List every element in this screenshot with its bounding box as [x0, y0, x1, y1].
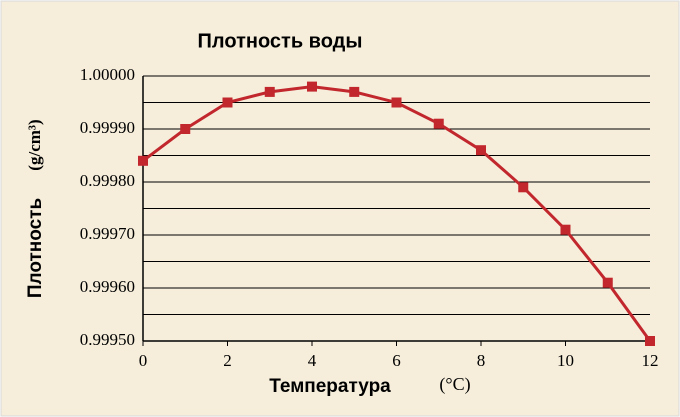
x-tick-label: 4	[308, 351, 317, 370]
data-point	[518, 182, 529, 193]
y-axis-title: Плотность (g/cm³)	[25, 119, 46, 298]
x-tick-label: 8	[477, 351, 486, 370]
x-tick-label: 12	[642, 351, 659, 370]
x-tick-label: 0	[139, 351, 148, 370]
data-point	[138, 155, 148, 166]
data-point	[602, 277, 613, 288]
y-tick-label: 0.99960	[80, 277, 135, 296]
data-point	[264, 86, 275, 97]
x-tick-label: 2	[223, 351, 232, 370]
data-point	[222, 97, 233, 108]
y-tick-label: 1.00000	[80, 65, 135, 84]
data-point	[307, 81, 317, 92]
data-point	[180, 124, 191, 134]
y-tick-label: 0.99980	[80, 171, 135, 190]
data-point	[476, 145, 486, 156]
y-tick-label: 0.99970	[80, 224, 135, 243]
data-point	[391, 97, 402, 108]
data-point	[349, 86, 360, 97]
y-tick-label: 0.99950	[80, 330, 135, 349]
data-point	[645, 336, 655, 346]
x-axis-unit: (°C)	[439, 374, 470, 395]
chart-title: Плотность воды	[198, 30, 363, 52]
x-axis-label: Температура	[269, 376, 391, 397]
y-axis-label: Плотность	[25, 198, 46, 298]
data-point	[560, 224, 571, 235]
y-tick-label: 0.99990	[80, 118, 135, 137]
y-axis-unit: (g/cm³)	[25, 119, 44, 170]
x-tick-label: 6	[392, 351, 401, 370]
x-tick-label: 10	[557, 351, 574, 370]
data-point	[433, 118, 444, 129]
